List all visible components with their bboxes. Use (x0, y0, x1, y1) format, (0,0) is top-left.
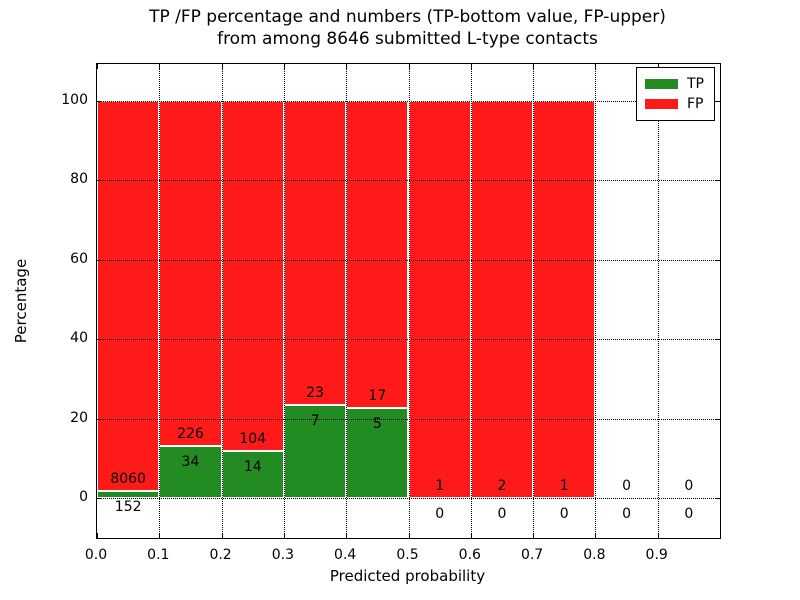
fp-count-label-1: 226 (177, 426, 204, 443)
fp-count-label-6: 2 (497, 478, 507, 494)
tp-count-label-2: 14 (243, 458, 262, 475)
x-tick-label-0.6: 0.6 (458, 547, 481, 563)
v-gridline-0.7 (533, 64, 535, 538)
bar-tp-2 (221, 450, 284, 498)
x-tick-label-0.2: 0.2 (209, 547, 232, 563)
fp-count-label-8: 0 (622, 478, 631, 494)
tp-count-label-7: 0 (559, 506, 569, 522)
v-gridline-0.6 (470, 64, 472, 538)
fp-count-label-7: 1 (559, 478, 569, 494)
y-tick-label-80: 80 (70, 171, 88, 188)
x-tick-label-0.7: 0.7 (520, 547, 544, 563)
x-tick-bottom-0 (97, 533, 98, 538)
legend-label-tp: TP (687, 76, 704, 92)
chart-title: TP /FP percentage and numbers (TP-bottom… (96, 6, 719, 50)
x-tick-label-0.3: 0.3 (271, 547, 295, 563)
x-tick-label-0.8: 0.8 (583, 547, 606, 563)
tp-count-label-5: 0 (435, 506, 445, 522)
bar-tp-4 (346, 407, 409, 498)
y-tick-label-20: 20 (70, 409, 88, 426)
tp-count-label-4: 5 (372, 415, 382, 432)
y-tick-label-60: 60 (70, 250, 88, 267)
v-gridline-0.9 (657, 64, 659, 538)
bar-tp-1 (159, 446, 222, 498)
tp-count-label-8: 0 (622, 506, 631, 522)
y-axis-label: Percentage (12, 258, 30, 344)
x-tick-label-0.1: 0.1 (147, 547, 170, 563)
bar-tp-3 (283, 405, 347, 498)
y-tick-label-0: 0 (79, 489, 88, 505)
x-tick-label-0.9: 0.9 (645, 547, 668, 563)
legend-row-tp: TP (645, 74, 704, 94)
legend-swatch-tp-icon (645, 79, 678, 89)
v-gridline-0.5 (408, 64, 410, 538)
bar-fp-6 (470, 100, 534, 498)
bar-fp-2 (221, 100, 284, 451)
v-gridline-0.8 (595, 64, 597, 538)
fp-count-label-9: 0 (684, 478, 694, 494)
bar-fp-7 (533, 100, 596, 498)
x-axis-label: Predicted probability (329, 567, 486, 585)
y-tick-label-40: 40 (70, 330, 88, 347)
plot-area: 8060 152 226 34 104 14 23 7 17 5 1 0 2 0 1 0 0 0 0 0 TP FP (96, 63, 721, 539)
legend-row-fp: FP (645, 94, 704, 114)
x-tick-label-0.0: 0.0 (84, 547, 108, 563)
fp-count-label-0: 8060 (110, 470, 146, 487)
tp-count-label-6: 0 (497, 506, 507, 522)
v-gridline-0.1 (159, 64, 161, 538)
v-gridline-0.3 (283, 64, 285, 538)
fp-count-label-4: 17 (368, 387, 387, 404)
v-gridline-0.4 (346, 64, 348, 538)
tp-count-label-9: 0 (684, 506, 694, 522)
chart-title-line2: from among 8646 submitted L-type contact… (217, 29, 598, 49)
fp-count-label-3: 23 (306, 385, 324, 402)
x-tick-label-0.5: 0.5 (396, 547, 419, 563)
chart-title-line1: TP /FP percentage and numbers (TP-bottom… (149, 7, 666, 27)
x-tick-top-0 (97, 64, 98, 69)
tp-count-label-1: 34 (181, 454, 200, 471)
tp-count-label-3: 7 (310, 413, 320, 430)
fp-count-label-2: 104 (239, 430, 267, 447)
x-tick-label-0.4: 0.4 (334, 547, 357, 563)
legend-label-fp: FP (687, 96, 704, 112)
legend-swatch-fp-icon (645, 99, 678, 109)
y-tick-label-100: 100 (61, 91, 88, 108)
bar-fp-4 (346, 100, 409, 408)
tp-count-label-0: 152 (114, 498, 142, 515)
bar-fp-0 (97, 100, 160, 491)
fp-count-label-5: 1 (435, 478, 445, 494)
bar-tp-0 (97, 490, 160, 498)
legend: TP FP (636, 67, 715, 121)
bar-fp-5 (408, 100, 471, 498)
bar-fp-3 (283, 100, 347, 406)
v-gridline-0.2 (221, 64, 223, 538)
bar-fp-1 (159, 100, 222, 447)
